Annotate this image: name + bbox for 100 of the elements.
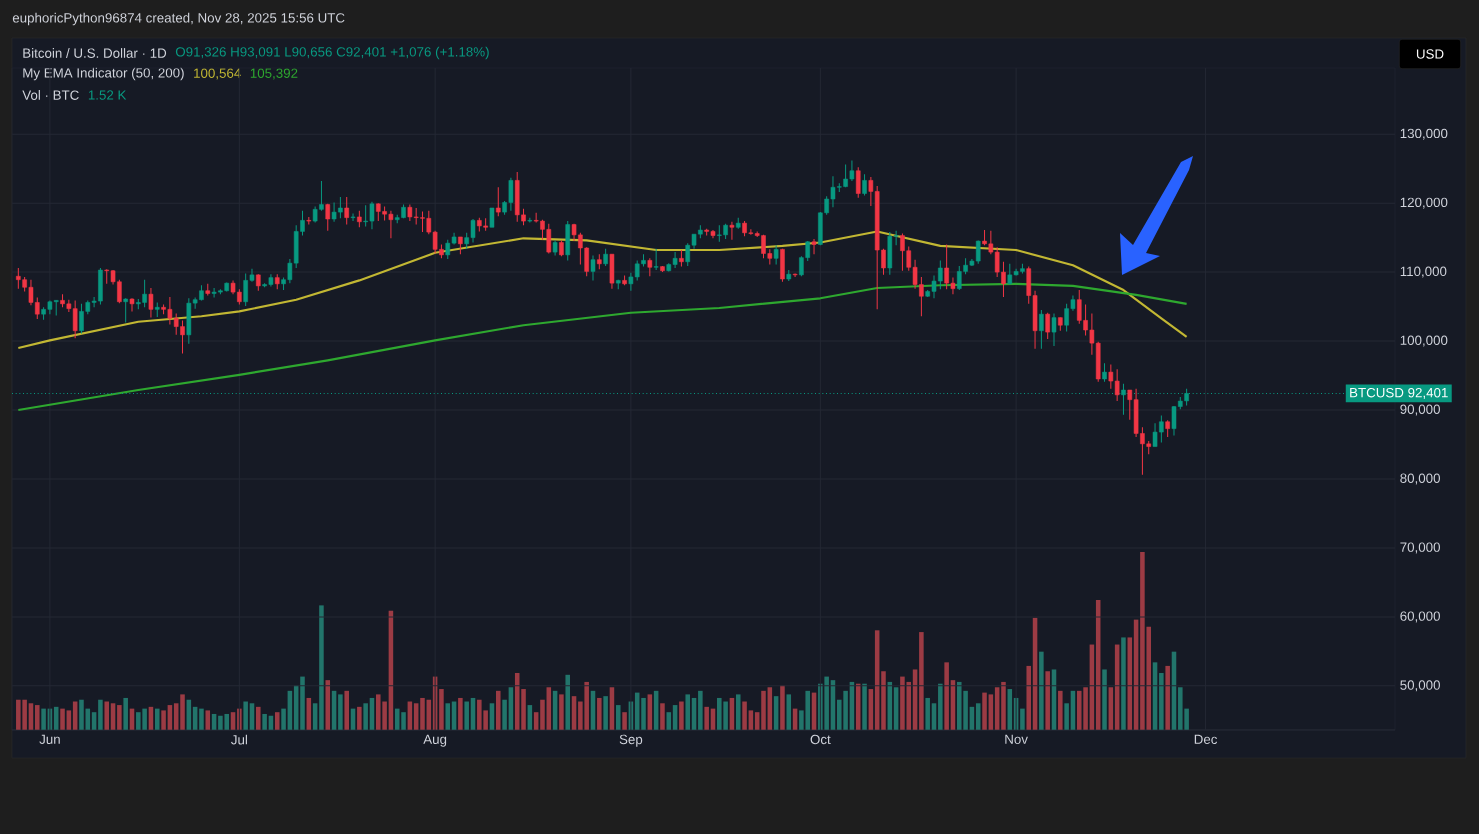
annotation: 105,392	[250, 68, 298, 80]
bar	[256, 706, 261, 730]
bar	[742, 701, 747, 730]
x-tick-label: Nov	[1005, 734, 1028, 744]
bar	[104, 701, 110, 730]
bar	[660, 703, 665, 730]
bar	[597, 697, 602, 730]
x-tick-label: Dec	[1194, 734, 1218, 744]
bar	[325, 680, 331, 730]
bar	[439, 689, 444, 730]
candlestick	[495, 186, 501, 217]
candlestick	[148, 287, 154, 319]
bar	[300, 676, 305, 730]
bar	[363, 703, 368, 730]
candlestick	[1045, 312, 1050, 340]
bar	[60, 708, 65, 730]
bar	[615, 705, 621, 730]
text: euphoricPython96874 created, Nov 28, 2025 15:56 UTC	[12, 12, 345, 26]
bar	[685, 694, 690, 730]
bar	[338, 694, 343, 730]
x-tick-label: Oct	[810, 734, 831, 745]
bar	[281, 708, 286, 730]
bar	[180, 694, 185, 730]
candlestick	[344, 196, 349, 226]
bar	[1001, 681, 1006, 730]
bar	[199, 708, 204, 730]
bar	[34, 705, 40, 730]
x-tick-label: Jun	[39, 734, 60, 744]
bar	[420, 697, 425, 730]
y-tick-label: 110,000	[1400, 266, 1447, 278]
bar	[154, 708, 160, 730]
bar	[445, 703, 451, 730]
bar	[344, 690, 349, 730]
x-tick-label: Sep	[619, 734, 643, 747]
candlestick	[489, 207, 495, 228]
candlestick	[653, 248, 659, 271]
bar	[603, 696, 608, 730]
x-tick-label: Jul	[231, 734, 247, 745]
bar	[1102, 669, 1107, 730]
y-tick-label: 50,000	[1400, 680, 1440, 692]
candlestick	[123, 297, 128, 323]
bar	[357, 706, 362, 730]
bar	[540, 699, 545, 730]
candlestick	[773, 244, 779, 266]
bar	[735, 694, 741, 730]
bar	[679, 701, 684, 730]
candlestick	[1039, 309, 1044, 350]
bar	[786, 694, 792, 730]
bar	[1121, 637, 1126, 730]
bar	[274, 712, 280, 730]
bar	[1165, 665, 1170, 730]
bar	[559, 694, 564, 730]
candlestick	[129, 297, 135, 312]
ref-line-label: BTCUSD 92,401	[1350, 387, 1448, 399]
y-tick-label: 100,000	[1400, 335, 1448, 347]
y-tick-label: 60,000	[1400, 611, 1440, 623]
bar	[944, 662, 949, 730]
candlestick	[729, 221, 735, 241]
candlestick	[811, 238, 817, 255]
bar	[262, 713, 267, 730]
bar	[925, 697, 930, 730]
bar	[458, 697, 463, 730]
y-tick-label: 90,000	[1400, 404, 1440, 416]
line-series	[17, 282, 1188, 412]
bar	[98, 699, 103, 730]
bar	[161, 710, 166, 730]
bar	[938, 683, 943, 730]
x-tick-label: Aug	[423, 734, 447, 747]
bar	[622, 712, 627, 730]
bar	[1020, 708, 1025, 730]
y-tick-label: 130,000	[1400, 128, 1448, 140]
candlestick	[1102, 362, 1107, 383]
bar	[761, 690, 766, 730]
bar	[862, 683, 867, 730]
chart-title: Bitcoin / U.S. Dollar · 1D	[23, 48, 167, 58]
bar	[521, 689, 526, 730]
bar	[1058, 690, 1063, 730]
bar	[319, 605, 324, 730]
bar	[982, 692, 987, 730]
bar	[79, 699, 84, 730]
bar	[1064, 703, 1069, 730]
bar	[502, 699, 507, 730]
candlestick	[350, 212, 356, 222]
bar	[780, 685, 785, 730]
candlestick	[792, 272, 798, 278]
bar	[919, 632, 924, 730]
bar	[855, 683, 861, 730]
y-tick-label: 120,000	[1400, 197, 1448, 209]
candlestick	[855, 166, 861, 199]
candlestick	[862, 173, 867, 197]
bar	[41, 708, 46, 730]
annotation: My EMA Indicator (50, 200)	[23, 67, 184, 81]
bar	[698, 690, 703, 730]
annotation: 100,564	[194, 68, 241, 80]
bar	[1045, 671, 1050, 730]
bar	[1039, 651, 1044, 730]
bar	[123, 697, 128, 730]
annotation: 1.52 K	[88, 90, 127, 100]
bar	[117, 705, 122, 730]
bar	[881, 671, 886, 730]
